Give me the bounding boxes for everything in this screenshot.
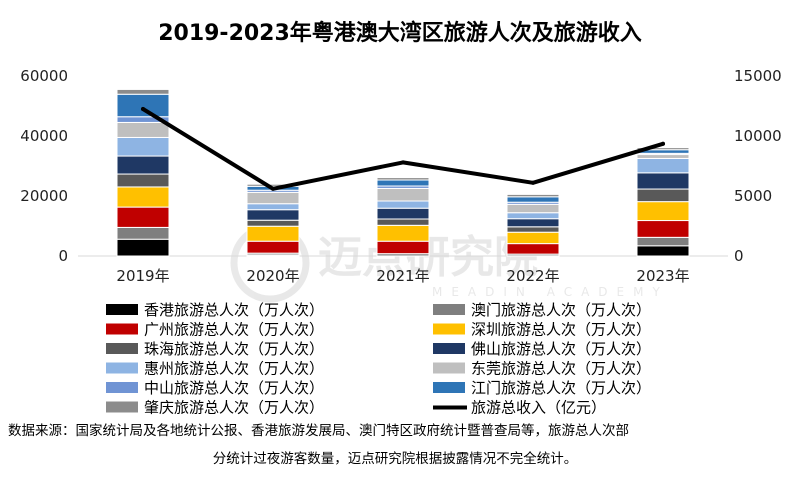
legend-swatch	[433, 304, 465, 315]
legend-swatch	[106, 401, 138, 413]
bar-segment	[116, 186, 170, 208]
legend-label: 惠州旅游总人次（万人次）	[144, 360, 324, 378]
bar-segment	[116, 136, 170, 157]
bar-segment	[116, 226, 170, 240]
legend-swatch	[106, 304, 138, 315]
y-right-tick-label: 0	[734, 247, 744, 265]
bar-segment	[636, 172, 690, 190]
bar-segment	[636, 154, 690, 159]
y-left-tick-label: 40000	[20, 127, 68, 145]
y-right-tick-label: 15000	[734, 67, 782, 85]
bar-segment	[246, 219, 300, 227]
bar-segment	[246, 203, 300, 211]
bar-segment	[636, 157, 690, 174]
bar-segment	[246, 240, 300, 254]
bar-segment	[376, 207, 430, 220]
legend-label: 广州旅游总人次（万人次）	[144, 321, 324, 339]
bar-segment	[376, 218, 430, 226]
bar-segment	[636, 220, 690, 238]
bar-segment	[506, 203, 560, 214]
source-note-line-1: 数据来源：国家统计局及各地统计公报、香港旅游发展局、澳门特区政府统计暨普查局等，…	[8, 423, 629, 439]
x-tick-label: 2020年	[246, 267, 299, 285]
bar-segment	[506, 212, 560, 220]
bar-segment	[376, 240, 430, 255]
legend-label: 澳门旅游总人次（万人次）	[471, 301, 651, 319]
bar-segment	[506, 231, 560, 245]
y-left-tick-label: 20000	[20, 187, 68, 205]
watermark-en: MEADIN ACADEMY	[432, 285, 669, 299]
legend-swatch	[106, 343, 138, 354]
bar-segment	[636, 245, 690, 257]
bar-segment	[506, 196, 560, 203]
legend-label: 肇庆旅游总人次（万人次）	[144, 399, 324, 417]
legend-label: 旅游总收入（亿元）	[471, 399, 606, 417]
bar-segment	[116, 93, 170, 118]
legend: 香港旅游总人次（万人次） 澳门旅游总人次（万人次） 广州旅游总人次（万人次） 深圳旅游…	[106, 301, 651, 417]
y-left-tick-label: 0	[58, 247, 68, 265]
legend-swatch	[106, 362, 138, 374]
legend-label: 佛山旅游总人次（万人次）	[471, 340, 651, 358]
bar-segment	[636, 147, 690, 151]
bar-segment	[506, 226, 560, 233]
bar-segment	[246, 209, 300, 221]
bar-segment	[506, 243, 560, 255]
bar-segment	[116, 121, 170, 138]
legend-label: 珠海旅游总人次（万人次）	[144, 340, 324, 358]
legend-label: 中山旅游总人次（万人次）	[144, 379, 324, 397]
bar-segment	[376, 224, 430, 242]
bar-segment	[636, 201, 690, 222]
bar-segment	[246, 225, 300, 242]
bar-segment	[376, 177, 430, 181]
plot-area: 0 20000 40000 60000 0 5000 10000 15000 2019年 2020…	[20, 67, 781, 285]
legend-swatch	[433, 343, 465, 354]
revenue-line	[141, 107, 665, 191]
legend-swatch	[433, 382, 465, 393]
bar-segment	[506, 193, 560, 198]
bar-segment	[116, 238, 170, 257]
bar-segment	[376, 179, 430, 187]
bar-segment	[116, 155, 170, 175]
revenue-point	[271, 186, 275, 191]
revenue-point	[141, 107, 145, 111]
y-left-tick-label: 60000	[20, 67, 68, 85]
y-right-tick-label: 5000	[734, 187, 772, 205]
legend-swatch	[106, 382, 138, 393]
chart-title: 2019-2023年粤港澳大湾区旅游人次及旅游收入	[158, 20, 642, 46]
x-tick-label: 2023年	[636, 267, 689, 285]
legend-label: 江门旅游总人次（万人次）	[471, 379, 651, 397]
revenue-point	[661, 141, 665, 146]
legend-label: 东莞旅游总人次（万人次）	[471, 360, 651, 378]
bar-segment	[376, 200, 430, 209]
legend-label: 香港旅游总人次（万人次）	[144, 301, 324, 319]
source-note-line-2: 分统计过夜游客数量，迈点研究院根据披露情况不完全统计。	[212, 451, 578, 467]
y-right-tick-label: 10000	[734, 127, 782, 145]
x-tick-label: 2019年	[116, 267, 169, 285]
revenue-point	[531, 180, 535, 185]
legend-swatch	[433, 362, 465, 374]
bar-segment	[116, 206, 170, 228]
revenue-point	[401, 160, 405, 165]
bar-segment	[636, 188, 690, 203]
legend-label: 深圳旅游总人次（万人次）	[471, 321, 651, 339]
legend-swatch	[433, 323, 465, 335]
bar-segment	[116, 173, 170, 188]
bar-segment	[506, 218, 560, 228]
x-tick-label: 2022年	[506, 267, 559, 285]
x-tick-label: 2021年	[376, 267, 429, 285]
bar-segment	[376, 187, 430, 202]
bar-segment	[116, 88, 170, 95]
bar-segment	[246, 191, 300, 205]
legend-swatch	[106, 323, 138, 335]
bar-segment	[636, 236, 690, 247]
